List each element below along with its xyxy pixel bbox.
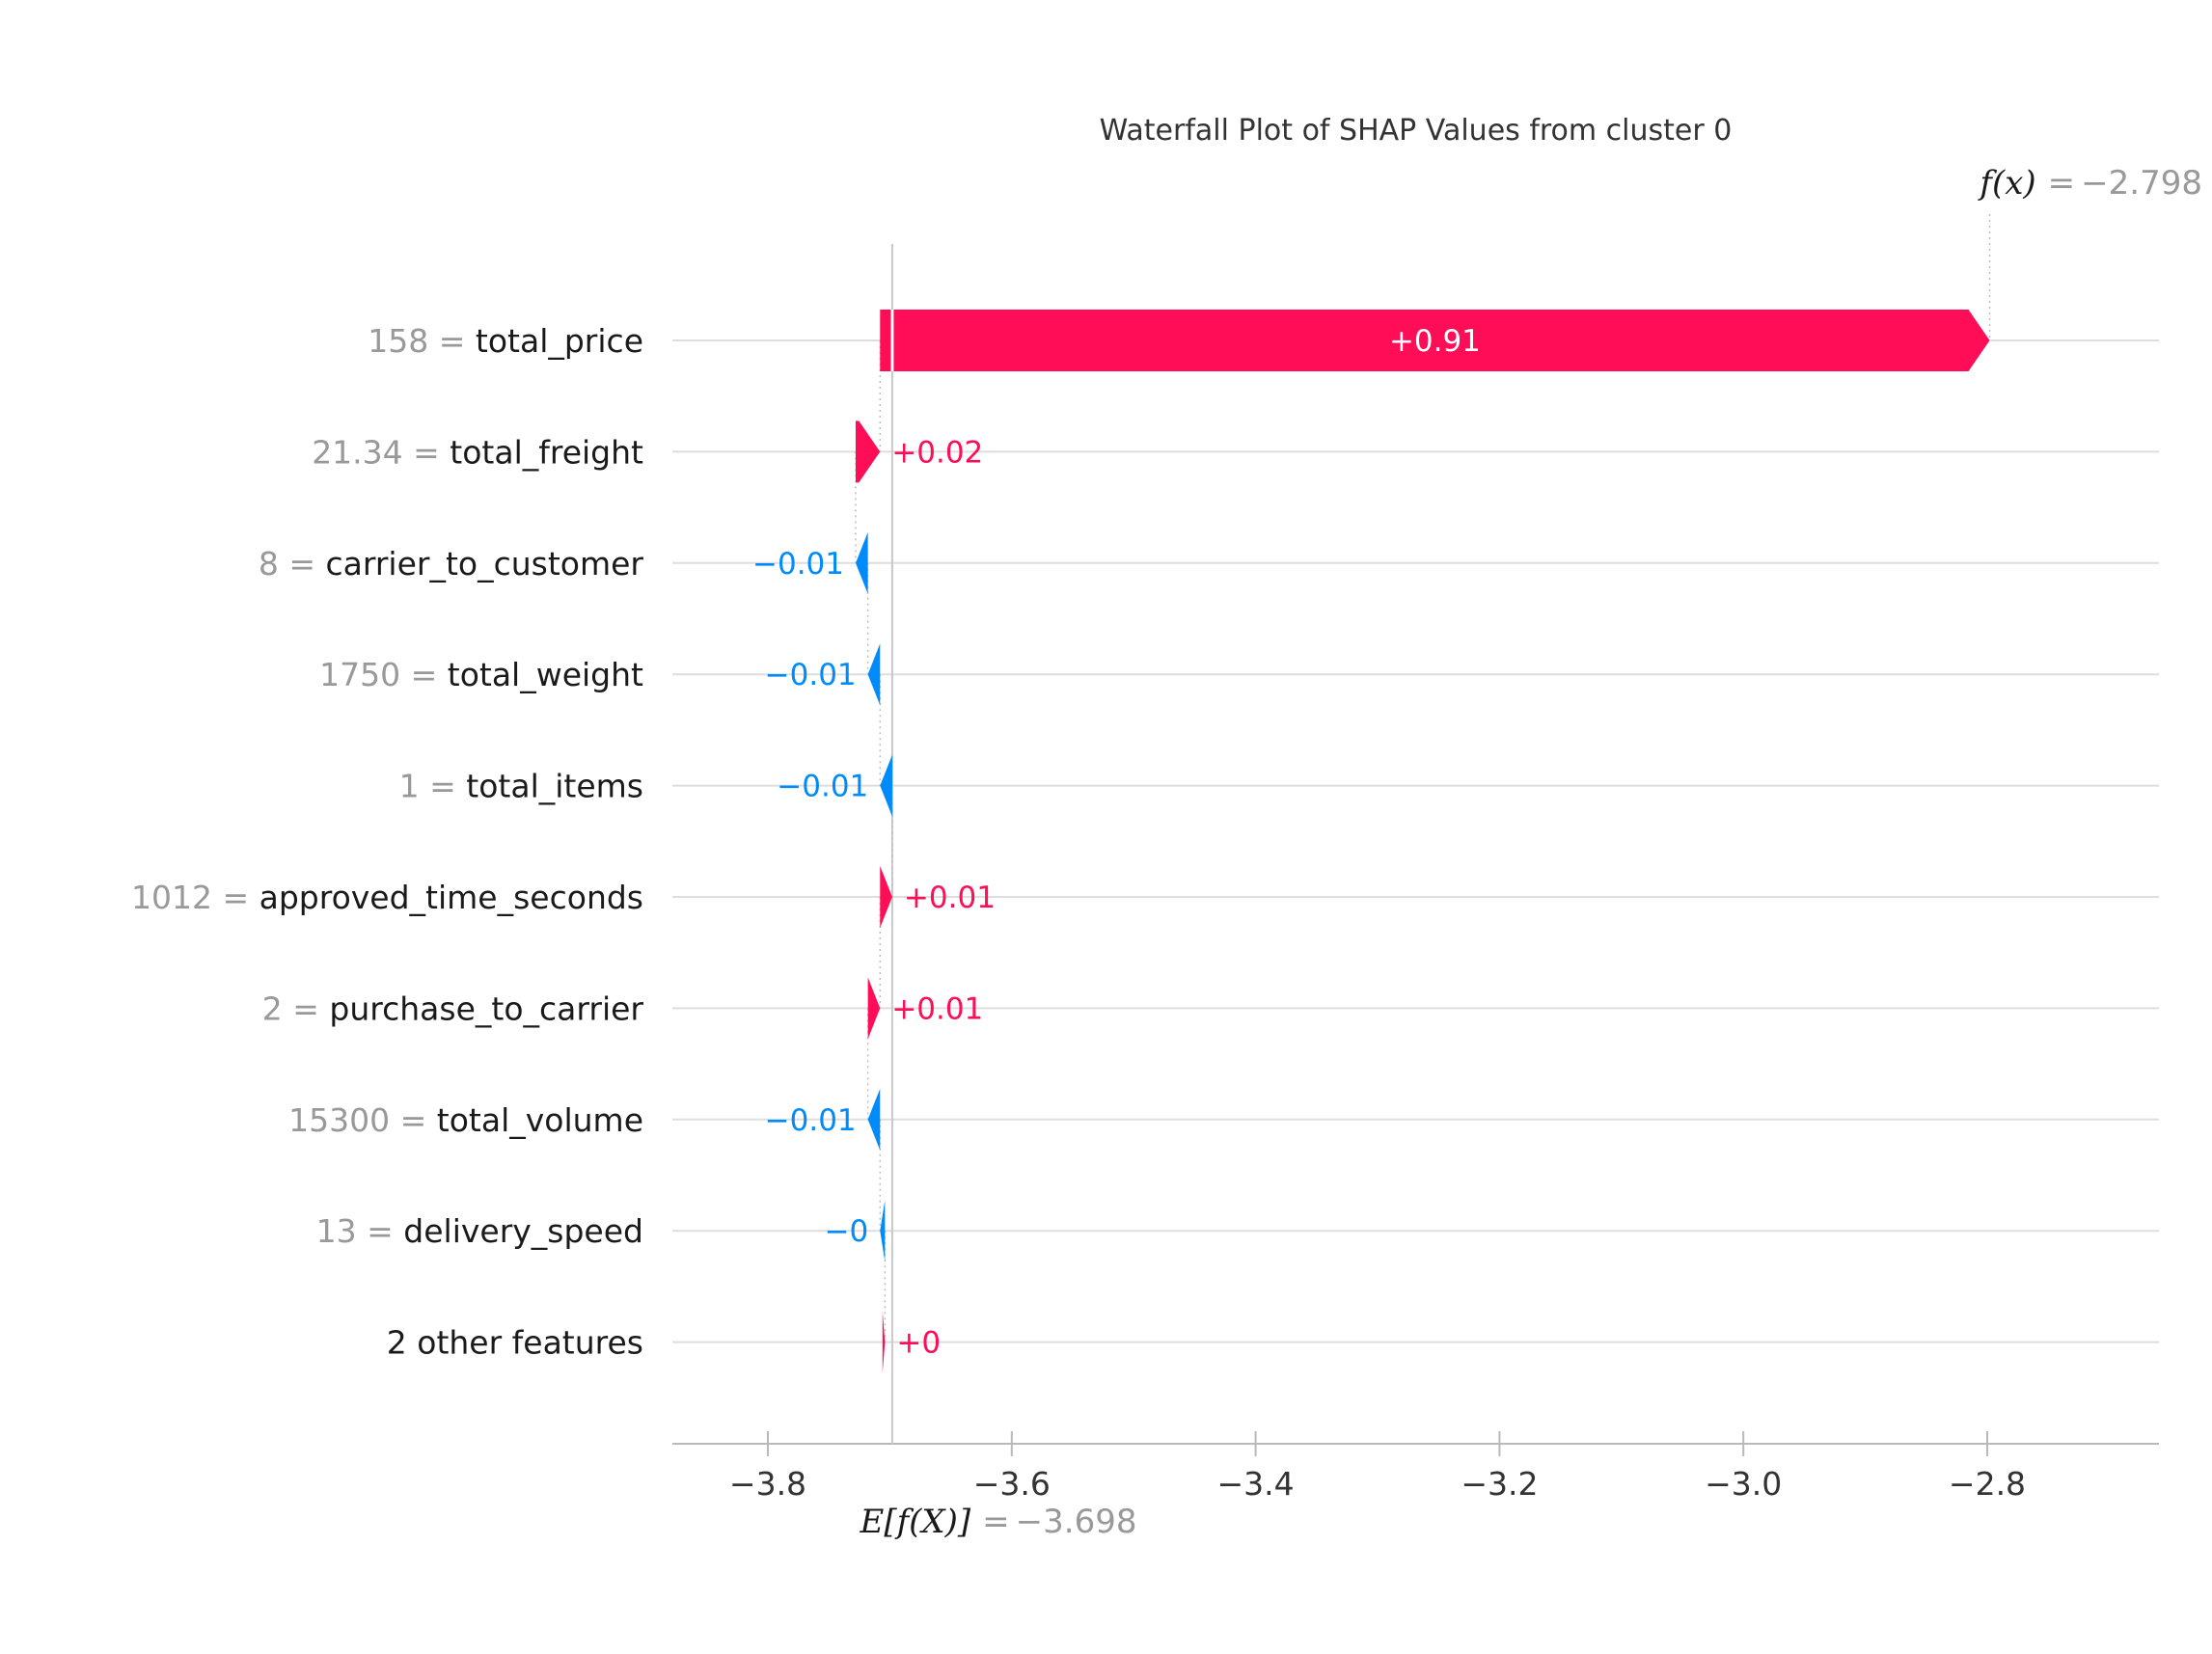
expected-value-symbol: E[f(X)] bbox=[860, 1503, 971, 1541]
feature-label: 1012 = approved_time_seconds bbox=[131, 879, 643, 916]
feature-label: 158 = total_price bbox=[368, 322, 643, 360]
feature-label: 8 = carrier_to_customer bbox=[259, 545, 644, 583]
feature-label: 15300 = total_volume bbox=[288, 1101, 643, 1139]
x-tick-label: −3.6 bbox=[973, 1465, 1051, 1503]
shap-bar-positive bbox=[856, 420, 881, 483]
shap-bar-positive bbox=[867, 977, 881, 1040]
shap-value-label: −0.01 bbox=[765, 658, 857, 692]
shap-value-label: −0 bbox=[825, 1214, 869, 1249]
x-tick-label: −2.8 bbox=[1949, 1465, 2026, 1503]
fx-annotation: f(x) = −2.798 bbox=[1980, 164, 2202, 203]
shap-value-label: −0.01 bbox=[765, 1103, 857, 1138]
x-tick-label: −3.2 bbox=[1461, 1465, 1538, 1503]
shap-value-label: +0.02 bbox=[891, 435, 983, 470]
feature-label: 21.34 = total_freight bbox=[312, 433, 643, 471]
x-tick-label: −3.8 bbox=[729, 1465, 806, 1503]
fx-symbol: f(x) bbox=[1980, 164, 2036, 203]
expected-value-equals: = bbox=[982, 1503, 1010, 1541]
feature-label: 1 = total_items bbox=[399, 768, 643, 805]
shap-bar-negative bbox=[856, 531, 868, 594]
shap-value-label: +0 bbox=[896, 1326, 941, 1361]
shap-bar-positive bbox=[880, 310, 1990, 371]
chart-title: Waterfall Plot of SHAP Values from clust… bbox=[1099, 114, 1733, 148]
feature-label: 13 = delivery_speed bbox=[316, 1212, 643, 1250]
expected-value-annotation: E[f(X)] = −3.698 bbox=[675, 1503, 1322, 1541]
shap-bar-positive bbox=[882, 1311, 886, 1373]
shap-value-label: +0.01 bbox=[904, 881, 996, 915]
expected-value-value: −3.698 bbox=[1015, 1503, 1137, 1541]
shap-bar-negative bbox=[867, 1088, 881, 1151]
feature-label: 2 = purchase_to_carrier bbox=[262, 990, 644, 1027]
shap-bar-negative bbox=[867, 643, 881, 706]
fx-equals: = bbox=[2047, 164, 2076, 203]
fx-value: −2.798 bbox=[2081, 164, 2202, 203]
shap-value-label: +0.91 bbox=[1389, 324, 1481, 359]
x-tick-label: −3.0 bbox=[1705, 1465, 1782, 1503]
feature-label: 2 other features bbox=[387, 1324, 643, 1362]
shap-bar-negative bbox=[880, 754, 892, 817]
shap-value-label: −0.01 bbox=[752, 547, 844, 582]
shap-value-label: −0.01 bbox=[777, 770, 868, 804]
shap-bar-positive bbox=[880, 866, 892, 928]
shap-bar-negative bbox=[880, 1200, 886, 1262]
x-tick-label: −3.4 bbox=[1217, 1465, 1295, 1503]
feature-label: 1750 = total_weight bbox=[319, 656, 643, 693]
shap-value-label: +0.01 bbox=[891, 991, 983, 1026]
